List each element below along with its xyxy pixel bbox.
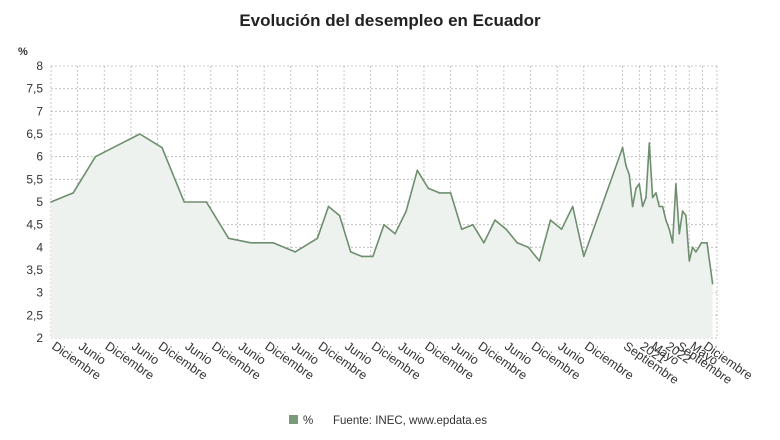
data-point (658, 205, 661, 208)
data-point (94, 155, 97, 158)
data-point (349, 251, 352, 253)
data-point (665, 219, 667, 221)
data-point (538, 260, 541, 262)
data-point (394, 232, 396, 235)
data-point (294, 251, 297, 253)
chart-title: Evolución del desempleo en Ecuador (239, 11, 541, 30)
y-tick-label: 2 (36, 331, 43, 345)
data-point (449, 192, 452, 194)
y-tick-label: 5,5 (26, 172, 43, 186)
y-tick-label: 8 (36, 59, 43, 73)
data-point (338, 214, 341, 217)
data-point (372, 255, 374, 258)
data-point (327, 205, 330, 208)
data-point (383, 223, 385, 226)
y-tick-labels: 2 2,5 3 3,5 4 4,5 5 5,5 6 6,5 7 7,5 8 (26, 59, 43, 345)
data-point (671, 242, 674, 244)
data-point (700, 242, 703, 244)
data-point (695, 251, 697, 253)
data-point (527, 246, 530, 249)
data-point (631, 205, 634, 208)
data-point (685, 214, 687, 217)
y-axis-label: % (18, 46, 28, 58)
data-point (516, 242, 518, 244)
data-point (472, 223, 474, 226)
data-point (651, 196, 654, 199)
data-point (655, 192, 657, 194)
data-point (691, 246, 694, 249)
data-point (571, 205, 574, 208)
y-tick-label: 3 (36, 286, 43, 300)
data-point (661, 205, 664, 208)
data-point (405, 210, 408, 212)
y-tick-label: 5 (36, 195, 43, 209)
data-point (560, 228, 563, 230)
y-tick-label: 6,5 (26, 127, 43, 141)
data-point (625, 164, 627, 167)
data-point (628, 174, 631, 176)
data-point (549, 219, 552, 221)
data-point (205, 201, 208, 203)
y-tick-label: 3,5 (26, 263, 43, 277)
data-point (711, 282, 714, 285)
data-point (161, 146, 163, 149)
source-text: Fuente: INEC, www.epdata.es (333, 415, 487, 427)
data-point (183, 201, 185, 203)
data-point (494, 219, 496, 221)
data-point (635, 187, 637, 190)
data-point (668, 228, 671, 230)
data-point (438, 192, 441, 194)
point-layer (50, 133, 714, 285)
data-point (648, 142, 651, 144)
y-tick-label: 7,5 (26, 82, 43, 96)
data-point (483, 242, 485, 244)
y-tick-label: 2,5 (26, 308, 43, 322)
series-line (50, 133, 714, 284)
y-tick-label: 4 (36, 240, 43, 254)
data-point (72, 192, 74, 194)
legend-swatch (289, 415, 298, 424)
data-point (272, 242, 274, 244)
data-point (250, 242, 252, 244)
y-tick-label: 4,5 (26, 218, 43, 232)
data-point (681, 210, 684, 212)
y-tick-label: 7 (36, 104, 43, 118)
legend: % Fuente: INEC, www.epdata.es (289, 415, 487, 427)
data-point (460, 228, 463, 230)
data-point (427, 187, 430, 190)
series-area (51, 134, 713, 338)
data-point (361, 255, 363, 258)
data-point (316, 237, 319, 240)
data-point (678, 232, 681, 235)
legend-label: % (303, 415, 313, 427)
data-point (641, 205, 644, 208)
data-point (688, 260, 691, 262)
data-point (706, 242, 708, 244)
data-point (675, 183, 677, 185)
data-point (621, 146, 624, 149)
data-point (638, 183, 641, 185)
data-point (505, 228, 507, 230)
y-tick-label: 6 (36, 150, 43, 164)
x-tick-labels: DiciembreJunioDiciembreJunioDiciembreJun… (49, 339, 755, 387)
data-point (416, 169, 419, 172)
data-point (139, 133, 141, 135)
data-point (50, 201, 52, 203)
data-point (583, 255, 585, 258)
data-point (645, 196, 647, 199)
data-point (227, 237, 230, 240)
